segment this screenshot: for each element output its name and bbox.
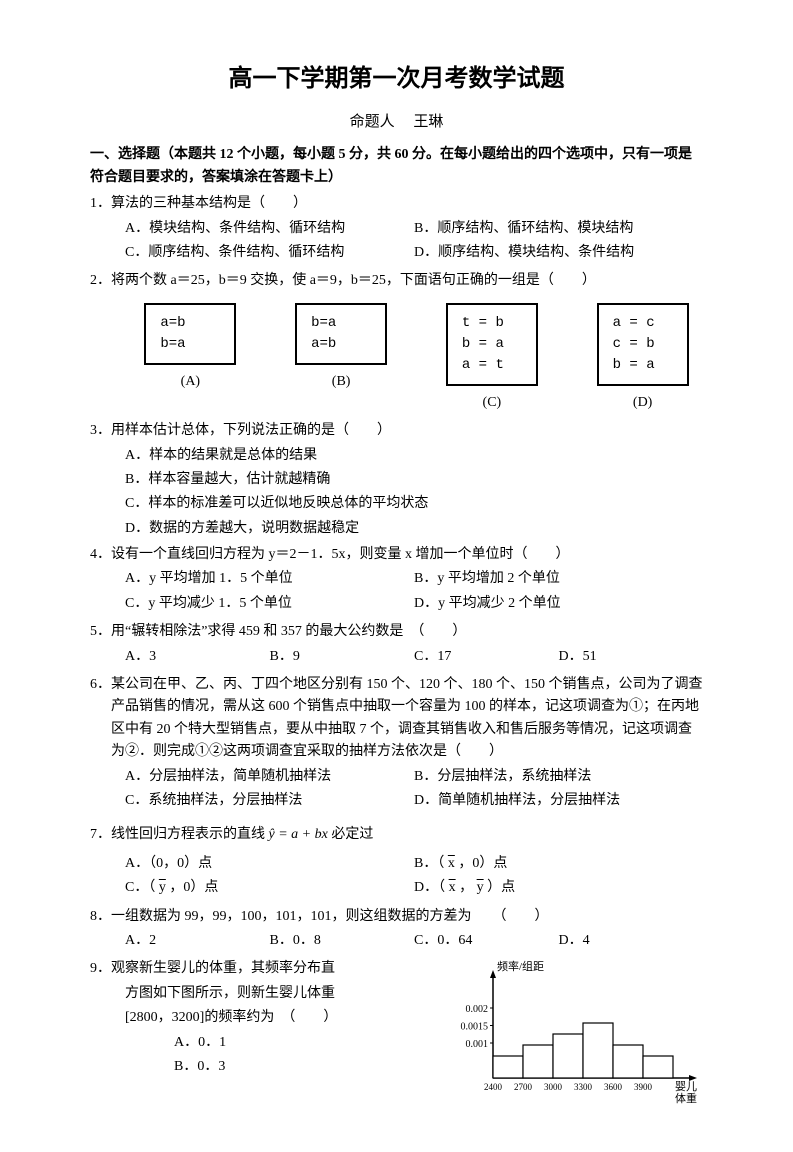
q6-opt-b: B．分层抽样法，系统抽样法 [414, 766, 703, 788]
q7-opt-c: C．（ y ，0）点 [125, 877, 414, 899]
q2-code-boxes: a=b b=a (A) b=a a=b (B) t = b b = a a = … [130, 303, 703, 414]
question-4: 4．设有一个直线回归方程为 y＝2－1．5x，则变量 x 增加一个单位时（ ） … [90, 544, 703, 617]
question-3: 3．用样本估计总体，下列说法正确的是（ ） A．样本的结果就是总体的结果 B．样… [90, 420, 703, 540]
q8-opt-a: A．2 [125, 930, 270, 952]
q8-opt-c: C．0．64 [414, 930, 559, 952]
page-title: 高一下学期第一次月考数学试题 [90, 60, 703, 98]
q2-label-c: (C) [446, 392, 538, 414]
q2-box-a-l1: a=b [160, 313, 220, 334]
q9-stem-3: [2800，3200]的频率约为 （ ） [90, 1007, 433, 1029]
svg-text:频率/组距: 频率/组距 [497, 959, 544, 973]
q5-stem: 5．用“辗转相除法”求得 459 和 357 的最大公约数是 （ ） [90, 621, 703, 643]
q1-opt-b: B．顺序结构、循环结构、模块结构 [414, 218, 703, 240]
q3-stem: 3．用样本估计总体，下列说法正确的是（ ） [90, 420, 703, 442]
q6-opt-a: A．分层抽样法，简单随机抽样法 [125, 766, 414, 788]
svg-text:婴儿: 婴儿 [675, 1080, 697, 1093]
q2-label-b: (B) [295, 371, 387, 393]
question-9: 9．观察新生婴儿的体重，其频率分布直 方图如下图所示，则新生婴儿体重 [2800… [90, 958, 703, 1108]
q6-opt-d: D．简单随机抽样法，分层抽样法 [414, 790, 703, 812]
q8-stem: 8．一组数据为 99，99，100，101，101，则这组数据的方差为 （ ） [90, 906, 703, 928]
question-8: 8．一组数据为 99，99，100，101，101，则这组数据的方差为 （ ） … [90, 906, 703, 955]
q1-stem: 1．算法的三种基本结构是（ ） [90, 193, 703, 215]
svg-text:3600: 3600 [604, 1082, 623, 1092]
q4-opt-b: B．y 平均增加 2 个单位 [414, 568, 703, 590]
q2-box-c-l1: t = b [462, 313, 522, 334]
svg-text:0.001: 0.001 [466, 1039, 489, 1050]
q1-opt-a: A．模块结构、条件结构、循环结构 [125, 218, 414, 240]
q3-opt-a: A．样本的结果就是总体的结果 [125, 445, 703, 467]
q5-opt-d: D．51 [559, 646, 704, 668]
q2-box-a-l2: b=a [160, 334, 220, 355]
q8-opt-d: D．4 [559, 930, 704, 952]
section-1-header: 一、选择题（本题共 12 个小题，每小题 5 分，共 60 分。在每小题给出的四… [90, 144, 703, 189]
question-6: 6．某公司在甲、乙、丙、丁四个地区分别有 150 个、120 个、180 个、1… [90, 674, 703, 814]
q6-opt-c: C．系统抽样法，分层抽样法 [125, 790, 414, 812]
question-1: 1．算法的三种基本结构是（ ） A．模块结构、条件结构、循环结构 B．顺序结构、… [90, 193, 703, 266]
q9-opt-a: A．0．1 [90, 1032, 433, 1054]
q2-box-c-l3: a = t [462, 355, 522, 376]
q7-stem-post: 必定过 [328, 827, 374, 842]
q2-stem: 2．将两个数 a＝25，b＝9 交换，使 a＝9，b＝25，下面语句正确的一组是… [90, 270, 703, 292]
q9-opt-b: B．0．3 [90, 1056, 433, 1078]
q2-label-d: (D) [597, 392, 689, 414]
q3-opt-b: B．样本容量越大，估计就越精确 [125, 469, 703, 491]
q6-stem: 6．某公司在甲、乙、丙、丁四个地区分别有 150 个、120 个、180 个、1… [90, 674, 703, 764]
svg-text:2700: 2700 [514, 1082, 533, 1092]
q5-opt-a: A．3 [125, 646, 270, 668]
q2-box-b-wrap: b=a a=b (B) [295, 303, 387, 414]
q4-opt-a: A．y 平均增加 1．5 个单位 [125, 568, 414, 590]
q2-box-d-l2: c = b [613, 334, 673, 355]
question-5: 5．用“辗转相除法”求得 459 和 357 的最大公约数是 （ ） A．3 B… [90, 621, 703, 670]
q2-box-c: t = b b = a a = t [446, 303, 538, 386]
author-name: 王琳 [413, 114, 443, 130]
svg-text:0.002: 0.002 [466, 1004, 489, 1015]
q2-box-b: b=a a=b [295, 303, 387, 365]
q2-box-d: a = c c = b b = a [597, 303, 689, 386]
q2-label-a: (A) [144, 371, 236, 393]
q7-opt-d: D．（ x ， y ）点 [414, 877, 703, 899]
q2-box-a-wrap: a=b b=a (A) [144, 303, 236, 414]
q2-box-c-wrap: t = b b = a a = t (C) [446, 303, 538, 414]
svg-text:3300: 3300 [574, 1082, 593, 1092]
q3-opt-d: D．数据的方差越大，说明数据越稳定 [125, 518, 703, 540]
svg-text:体重: 体重 [675, 1091, 697, 1105]
svg-text:3900: 3900 [634, 1082, 653, 1092]
q2-box-a: a=b b=a [144, 303, 236, 365]
q7-stem: 7．线性回归方程表示的直线 ŷ = a + bx 必定过 [90, 824, 703, 846]
q5-opt-c: C．17 [414, 646, 559, 668]
q2-box-b-l1: b=a [311, 313, 371, 334]
q4-opt-d: D．y 平均减少 2 个单位 [414, 593, 703, 615]
q2-box-c-l2: b = a [462, 334, 522, 355]
q4-opt-c: C．y 平均减少 1．5 个单位 [125, 593, 414, 615]
author-line: 命题人 王琳 [90, 110, 703, 134]
q7-formula: ŷ = a + bx [269, 827, 328, 842]
q9-stem-2: 方图如下图所示，则新生婴儿体重 [90, 983, 433, 1005]
question-2: 2．将两个数 a＝25，b＝9 交换，使 a＝9，b＝25，下面语句正确的一组是… [90, 270, 703, 414]
q4-stem: 4．设有一个直线回归方程为 y＝2－1．5x，则变量 x 增加一个单位时（ ） [90, 544, 703, 566]
q7-opt-a: A．（0，0）点 [125, 853, 414, 875]
q2-box-b-l2: a=b [311, 334, 371, 355]
histogram-chart: 频率/组距 0.001 0.0015 0.002 2400 2700 3000 3300 360… [443, 958, 703, 1108]
q7-opt-b: B．（ x ，0）点 [414, 853, 703, 875]
q2-box-d-wrap: a = c c = b b = a (D) [597, 303, 689, 414]
q5-opt-b: B．9 [270, 646, 415, 668]
q1-opt-c: C．顺序结构、条件结构、循环结构 [125, 242, 414, 264]
svg-text:0.0015: 0.0015 [461, 1022, 489, 1033]
q2-box-d-l1: a = c [613, 313, 673, 334]
svg-text:3000: 3000 [544, 1082, 563, 1092]
q8-opt-b: B．0．8 [270, 930, 415, 952]
question-7: 7．线性回归方程表示的直线 ŷ = a + bx 必定过 A．（0，0）点 B．… [90, 824, 703, 901]
svg-text:2400: 2400 [484, 1082, 503, 1092]
q1-opt-d: D．顺序结构、模块结构、条件结构 [414, 242, 703, 264]
q3-opt-c: C．样本的标准差可以近似地反映总体的平均状态 [125, 493, 703, 515]
author-label: 命题人 [350, 114, 395, 130]
q7-stem-pre: 7．线性回归方程表示的直线 [90, 827, 269, 842]
q9-stem-1: 9．观察新生婴儿的体重，其频率分布直 [90, 958, 433, 980]
q2-box-d-l3: b = a [613, 355, 673, 376]
